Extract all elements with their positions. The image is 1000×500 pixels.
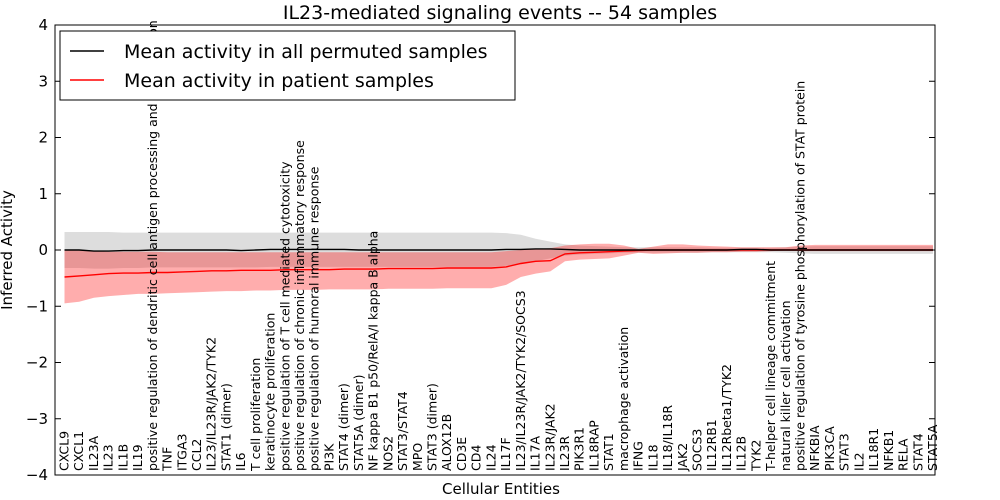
- category-label: macrophage activation: [616, 327, 631, 471]
- category-label: NF kappa B1 p50/RelA/I kappa B alpha: [366, 231, 381, 471]
- category-label: IL12B: [734, 436, 749, 471]
- category-label: positive regulation of T cell mediated c…: [277, 161, 292, 471]
- y-tick-label: −2: [26, 354, 48, 372]
- legend-label-patient: Mean activity in patient samples: [124, 70, 434, 92]
- category-label: T-helper cell lineage commitment: [763, 261, 778, 472]
- category-label: natural killer cell activation: [778, 300, 793, 471]
- category-label: CCL2: [189, 439, 204, 471]
- y-tick-label: 4: [38, 16, 48, 34]
- y-axis-label: Inferred Activity: [0, 190, 16, 310]
- category-label: RELA: [896, 438, 911, 471]
- category-label: IFNG: [631, 441, 646, 471]
- category-label: STAT5A: [925, 424, 940, 471]
- category-label: PIK3CA: [822, 426, 837, 471]
- category-label: IL17F: [498, 437, 513, 471]
- category-label: CXCL9: [57, 431, 72, 471]
- category-label: SOCS3: [689, 429, 704, 471]
- legend-box: [59, 30, 516, 101]
- category-label: STAT1: [601, 433, 616, 471]
- category-label: TYK2: [748, 440, 763, 472]
- category-label: IL18R1: [866, 428, 881, 471]
- category-label: PIK3R1: [572, 427, 587, 471]
- category-label: NFKB1: [881, 430, 896, 471]
- y-tick-label: 3: [38, 72, 48, 90]
- category-label: positive regulation of humoral immune re…: [307, 166, 322, 471]
- category-label: IL19: [130, 444, 145, 471]
- chart-title: IL23-mediated signaling events -- 54 sam…: [283, 2, 717, 24]
- category-label: IL23A: [86, 435, 101, 471]
- y-tick-label: 1: [38, 185, 48, 203]
- y-tick-label: −1: [26, 297, 48, 315]
- category-label: NOS2: [380, 436, 395, 471]
- category-label: IL12Rbeta1/TYK2: [719, 364, 734, 471]
- category-label: IL23/IL23R/JAK2/TYK2: [204, 337, 219, 471]
- series-lines: [64, 248, 933, 278]
- category-label: CXCL1: [71, 431, 86, 471]
- category-label: positive regulation of tyrosine phosphor…: [793, 81, 808, 471]
- category-label: STAT4 (dimer): [336, 383, 351, 471]
- category-label: ALOX12B: [439, 414, 454, 471]
- category-label: PI3K: [321, 443, 336, 471]
- category-label: CD3E: [454, 437, 469, 471]
- y-tick-label: −3: [26, 410, 48, 428]
- category-label: IL6: [233, 452, 248, 471]
- category-label: IL1B: [115, 444, 130, 471]
- patient-band: [64, 243, 933, 304]
- category-label: MPO: [410, 443, 425, 471]
- y-tick-label: −4: [26, 466, 48, 484]
- category-label: STAT4: [910, 433, 925, 471]
- permuted-mean-line: [64, 248, 933, 252]
- y-axis-ticks: −4 −3 −2 −1 0 1 2 3 4: [26, 16, 935, 484]
- category-label: STAT3 (dimer): [425, 383, 440, 471]
- category-label: TNF: [160, 447, 175, 472]
- category-label: IL17A: [528, 435, 543, 471]
- category-label: CD4: [469, 445, 484, 471]
- category-label: STAT1 (dimer): [218, 383, 233, 471]
- category-label: IL23/IL23R/JAK2/TYK2/SOCS3: [513, 290, 528, 471]
- plot-area-frame: [54, 24, 936, 476]
- category-label: STAT3/STAT4: [395, 391, 410, 471]
- category-label: IL23R: [557, 435, 572, 471]
- category-label: IL18RAP: [586, 420, 601, 471]
- category-labels: CXCL9 CXCL1 IL23A IL23 IL1B IL19 positive regu…: [57, 20, 941, 472]
- y-tick-label: 0: [38, 241, 48, 259]
- category-label: keratinocyte proliferation: [263, 313, 278, 471]
- category-label: T cell proliferation: [248, 358, 263, 472]
- category-label: ITGA3: [174, 433, 189, 471]
- legend-label-permuted: Mean activity in all permuted samples: [124, 41, 487, 63]
- category-label: positive regulation of dendritic cell an…: [145, 20, 160, 471]
- legend: Mean activity in all permuted samples Me…: [59, 30, 516, 101]
- category-label: positive regulation of chronic inflammat…: [292, 140, 307, 471]
- category-label: IL23: [101, 444, 116, 471]
- category-label: IL18/IL18R: [660, 405, 675, 471]
- category-label: JAK2: [675, 443, 690, 472]
- y-tick-label: 2: [38, 129, 48, 147]
- category-label: IL18: [645, 444, 660, 471]
- category-label: STAT3: [837, 433, 852, 471]
- category-label: IL2: [851, 452, 866, 471]
- category-label: IL24: [483, 444, 498, 471]
- x-axis-label: Cellular Entities: [442, 480, 560, 498]
- category-label: IL23R/JAK2: [542, 403, 557, 471]
- category-label: STAT5A (dimer): [351, 375, 366, 471]
- category-label: IL12RB1: [704, 419, 719, 471]
- category-label: NFKBIA: [807, 425, 822, 471]
